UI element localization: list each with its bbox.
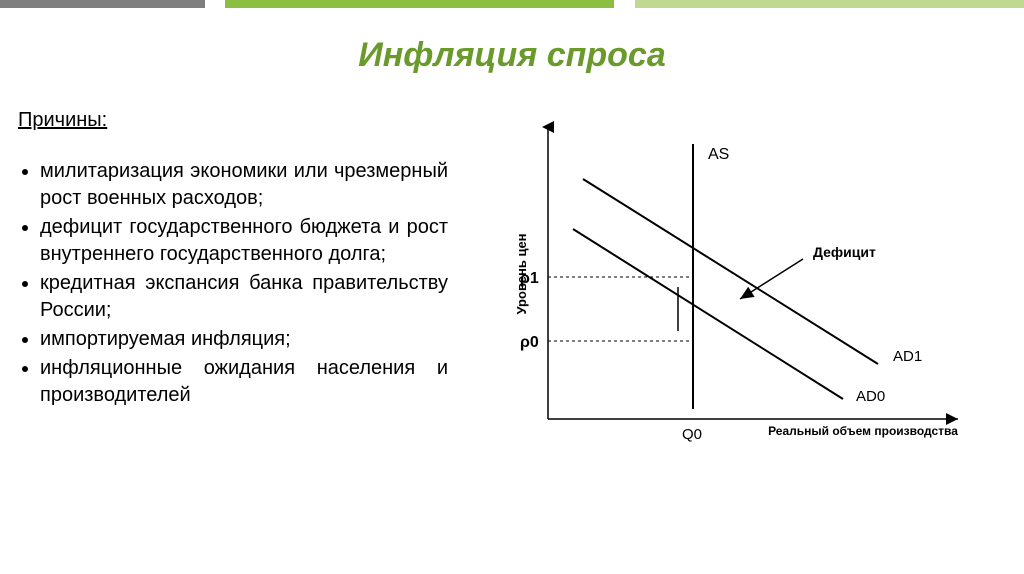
- p0-label: ρ0: [520, 334, 539, 351]
- causes-heading: Причины:: [18, 109, 448, 132]
- ad-label: AD0: [856, 388, 885, 405]
- q0-label: Q0: [682, 426, 702, 443]
- deficit-arrow: [740, 259, 803, 299]
- ad-line: [583, 179, 878, 364]
- ad-label: AD1: [893, 348, 922, 365]
- chart-column: Уровень ценРеальный объем производстваAS…: [448, 109, 1006, 411]
- ad-line: [573, 229, 843, 399]
- page-title: Инфляция спроса: [0, 36, 1024, 75]
- x-axis-label: Реальный объем производства: [768, 424, 958, 438]
- cause-item: импортируемая инфляция;: [40, 326, 448, 353]
- topbar-segment: [614, 0, 634, 8]
- topbar-segment: [0, 0, 205, 8]
- cause-item: милитаризация экономики или чрезмерный р…: [40, 158, 448, 212]
- causes-list: милитаризация экономики или чрезмерный р…: [18, 158, 448, 409]
- cause-item: инфляционные ожидания населения и произв…: [40, 355, 448, 409]
- p1-label: ρ1: [520, 270, 539, 287]
- content-row: Причины: милитаризация экономики или чре…: [0, 109, 1024, 411]
- cause-item: кредитная экспансия банка правительству …: [40, 270, 448, 324]
- cause-item: дефицит государственного бюджета и рост …: [40, 214, 448, 268]
- topbar-segment: [225, 0, 614, 8]
- demand-inflation-chart: Уровень ценРеальный объем производстваAS…: [468, 109, 988, 499]
- top-accent-bar: [0, 0, 1024, 8]
- topbar-segment: [205, 0, 225, 8]
- causes-column: Причины: милитаризация экономики или чре…: [18, 109, 448, 411]
- deficit-label: Дефицит: [813, 244, 876, 260]
- as-label: AS: [708, 146, 729, 163]
- topbar-segment: [635, 0, 1024, 8]
